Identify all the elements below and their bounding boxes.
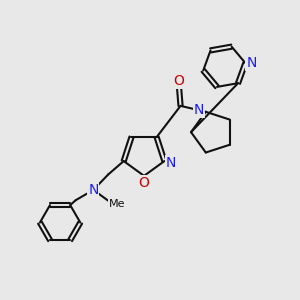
Text: N: N bbox=[166, 156, 176, 170]
Text: O: O bbox=[139, 176, 149, 190]
Text: Me: Me bbox=[109, 199, 125, 209]
Text: N: N bbox=[194, 103, 205, 117]
Text: O: O bbox=[174, 74, 184, 88]
Text: N: N bbox=[88, 183, 99, 197]
Text: N: N bbox=[246, 56, 256, 70]
